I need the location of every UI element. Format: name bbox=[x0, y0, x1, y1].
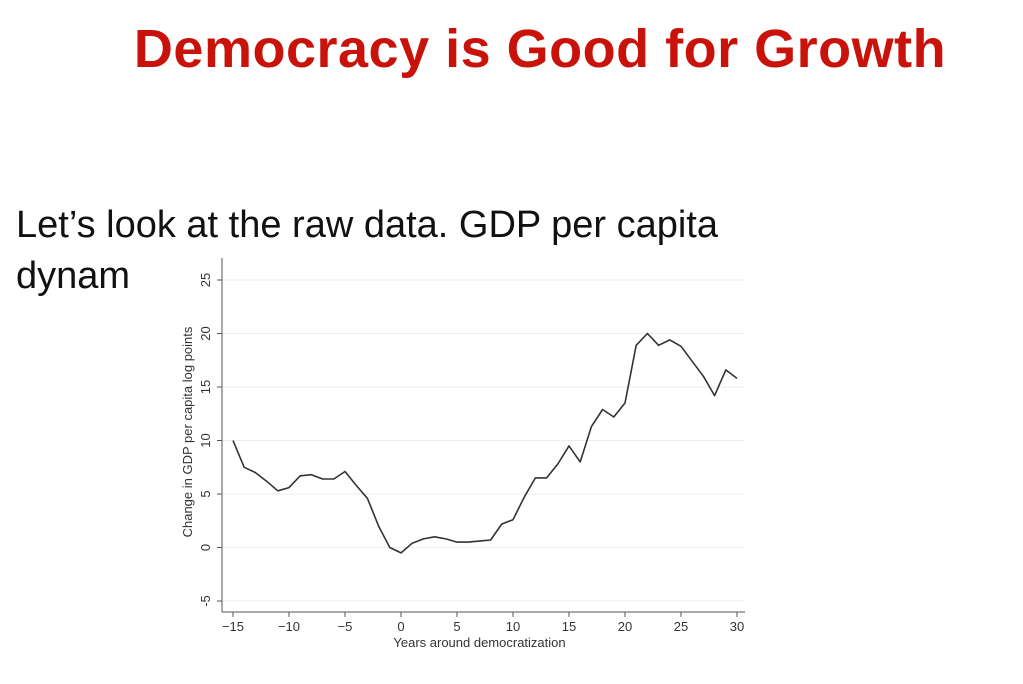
x-axis-ticks: −15 −10 −5 0 5 10 15 20 25 30 bbox=[222, 612, 744, 634]
x-tick-label: 0 bbox=[397, 619, 404, 634]
body-text: Let’s look at the raw data. GDP per capi… bbox=[16, 200, 718, 303]
x-tick-label: 15 bbox=[562, 619, 576, 634]
y-tick-label: 25 bbox=[198, 273, 213, 287]
y-tick-label: -5 bbox=[198, 595, 213, 607]
x-tick-label: 30 bbox=[730, 619, 744, 634]
body-text-line-1: Let’s look at the raw data. GDP per capi… bbox=[16, 204, 718, 246]
x-tick-label: 10 bbox=[506, 619, 520, 634]
x-axis-title: Years around democratization bbox=[393, 635, 565, 650]
x-tick-label: −5 bbox=[338, 619, 353, 634]
y-tick-label: 0 bbox=[198, 544, 213, 551]
x-tick-label: −15 bbox=[222, 619, 244, 634]
body-text-line-2: dynam bbox=[16, 255, 131, 298]
x-tick-label: 5 bbox=[453, 619, 460, 634]
gdp-change-line bbox=[232, 332, 738, 554]
y-tick-label: 5 bbox=[198, 490, 213, 497]
y-axis-ticks: -5 0 5 10 15 20 25 bbox=[198, 273, 222, 607]
data-points bbox=[232, 332, 739, 554]
slide-title: Democracy is Good for Growth bbox=[133, 19, 947, 79]
y-axis-title: Change in GDP per capita log points bbox=[180, 326, 195, 537]
y-tick-label: 10 bbox=[198, 433, 213, 447]
y-tick-label: 15 bbox=[198, 380, 213, 394]
y-tick-label: 20 bbox=[198, 326, 213, 340]
x-tick-label: −10 bbox=[278, 619, 300, 634]
x-tick-label: 25 bbox=[674, 619, 688, 634]
gridlines bbox=[222, 279, 745, 602]
x-tick-label: 20 bbox=[618, 619, 632, 634]
